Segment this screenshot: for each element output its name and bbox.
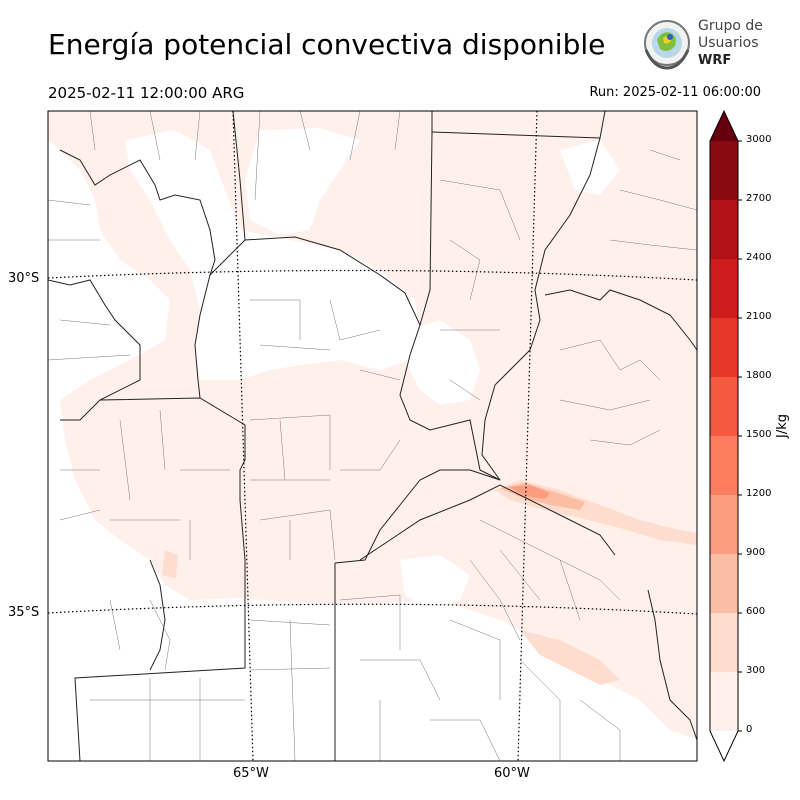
colorbar-tick-label: 2100 — [746, 311, 772, 322]
logo-text-line1: Grupo de — [698, 18, 763, 34]
lon-label-60w: 60°W — [494, 766, 530, 781]
colorbar-tick-label: 0 — [746, 724, 753, 735]
cape-contour-300-1200 — [162, 480, 697, 685]
department-borders — [48, 111, 697, 761]
colorbar-tick-label: 600 — [746, 606, 766, 617]
colorbar-extend-min — [710, 731, 738, 761]
colorbar-band — [710, 318, 738, 377]
colorbar-tick-label: 300 — [746, 665, 766, 676]
logo-text-line2: Usuarios — [698, 35, 759, 51]
colorbar-tick-label: 1200 — [746, 488, 772, 499]
lat-label-30s: 30°S — [8, 271, 40, 286]
colorbar-extend-max — [710, 111, 738, 141]
colorbar-band — [710, 259, 738, 318]
colorbar-band — [710, 554, 738, 613]
run-time-label: Run: 2025-02-11 06:00:00 — [589, 85, 761, 100]
colorbar-tick-label: 900 — [746, 547, 766, 558]
lat-label-35s: 35°S — [8, 605, 40, 620]
province-borders — [48, 111, 697, 761]
colorbar-tick-label: 1800 — [746, 370, 772, 381]
map-frame — [47, 110, 698, 762]
logo-text-wrf: WRF — [698, 53, 732, 68]
colorbar — [709, 109, 742, 763]
wrf-users-group-logo: Grupo de Usuarios WRF — [638, 16, 768, 74]
lon-label-65w: 65°W — [233, 766, 269, 781]
colorbar-band — [710, 141, 738, 200]
colorbar-band — [710, 613, 738, 672]
colorbar-tick-label: 3000 — [746, 134, 772, 145]
colorbar-band — [710, 495, 738, 554]
colorbar-unit-label: J/kg — [775, 414, 790, 438]
colorbar-tick-label: 2700 — [746, 193, 772, 204]
colorbar-band — [710, 672, 738, 731]
colorbar-band — [710, 377, 738, 436]
valid-time-label: 2025-02-11 12:00:00 ARG — [48, 84, 245, 102]
map-plot-area — [48, 111, 697, 761]
colorbar-band — [710, 200, 738, 259]
colorbar-band — [710, 436, 738, 495]
colorbar-tick-label: 2400 — [746, 252, 772, 263]
map-title: Energía potencial convectiva disponible — [48, 28, 606, 61]
graticule — [48, 111, 697, 761]
globe-seal-icon — [644, 20, 690, 70]
cape-zero-areas — [48, 128, 697, 761]
colorbar-tick-label: 1500 — [746, 429, 772, 440]
